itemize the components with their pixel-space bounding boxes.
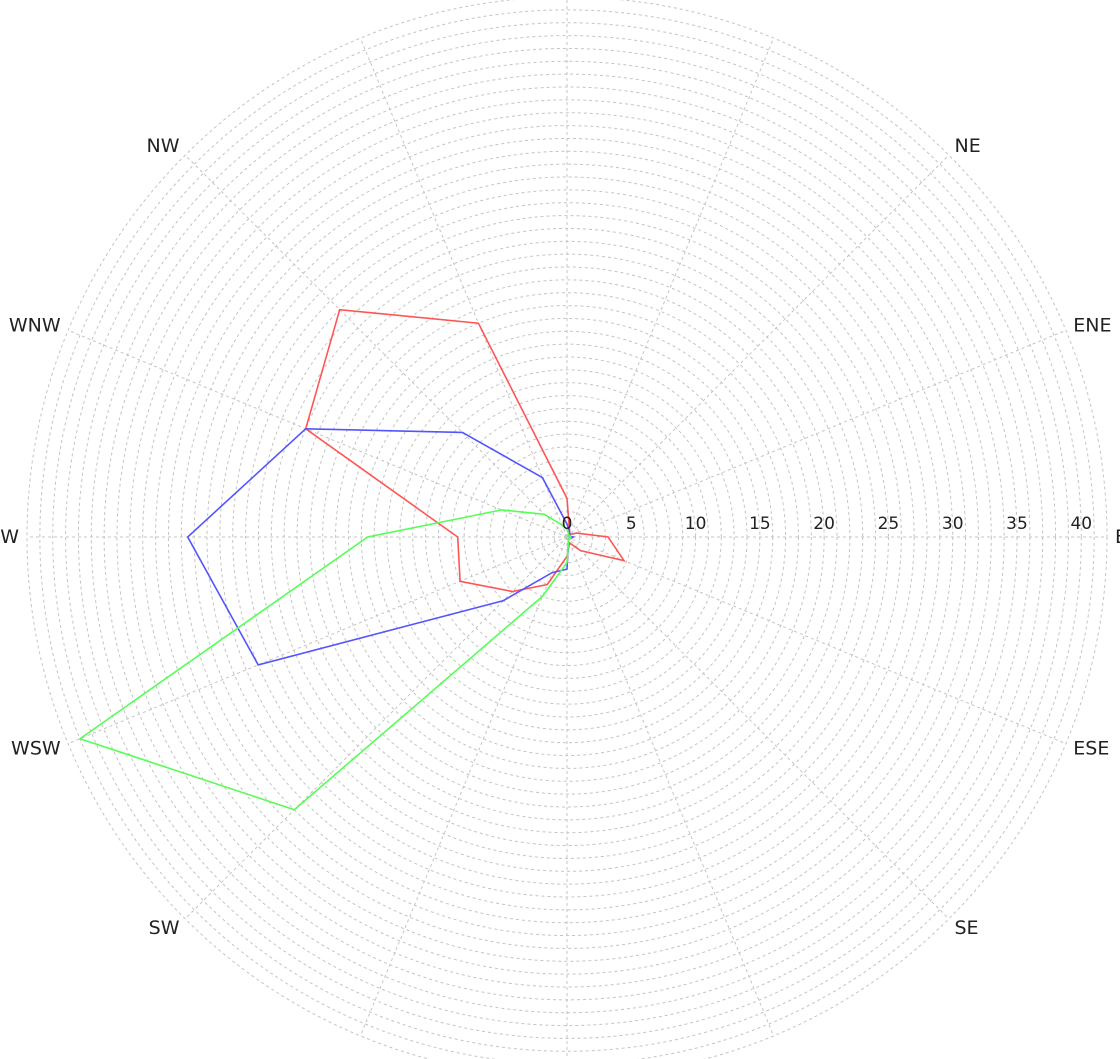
radial-tick-label: 40 [1070, 514, 1092, 534]
spoke-nne [566, 37, 775, 538]
direction-label-ene: ENE [1073, 314, 1111, 336]
spoke-ese [566, 536, 1067, 745]
grid-ring [425, 395, 709, 679]
radial-tick-labels: 0 5 10 15 20 25 30 35 40 [562, 514, 1093, 534]
grid-ring [489, 459, 645, 615]
grid-ring [142, 112, 992, 962]
direction-label-ne: NE [955, 135, 981, 157]
direction-label-wsw: WSW [11, 738, 61, 760]
radial-tick-label: 10 [685, 514, 707, 534]
series-group [78, 308, 626, 811]
direction-label-e: E [1115, 526, 1120, 548]
spoke-se [566, 536, 950, 920]
grid-ring [232, 202, 902, 872]
direction-label-nw: NW [147, 135, 180, 157]
direction-label-se: SE [955, 917, 979, 939]
grid-ring [65, 35, 1069, 1039]
spoke-ene [566, 329, 1067, 538]
series-1-line [304, 308, 626, 593]
radial-tick-label: 25 [878, 514, 900, 534]
radial-tick-label: 5 [626, 514, 637, 534]
grid-ring [502, 472, 632, 602]
direction-label-w: W [0, 526, 19, 548]
grid-ring [335, 305, 799, 769]
radial-tick-label: 15 [749, 514, 771, 534]
grid-ring [52, 22, 1082, 1052]
spoke-sw [184, 536, 568, 920]
direction-label-wnw: WNW [9, 314, 61, 336]
spoke-nw [184, 154, 568, 538]
radial-tick-label: 30 [942, 514, 964, 534]
grid-ring [309, 279, 825, 795]
grid-ring [26, 0, 1108, 1059]
grid-ring [412, 382, 722, 692]
grid-ring [39, 9, 1095, 1059]
grid-ring [219, 189, 915, 885]
spoke-ne [566, 154, 950, 538]
series-3-line [78, 509, 572, 811]
grid-ring [129, 99, 1005, 975]
grid-ring [322, 292, 812, 782]
direction-label-ese: ESE [1073, 738, 1109, 760]
grid-ring [245, 215, 889, 859]
grid-ring [399, 369, 735, 705]
radial-tick-label: 35 [1006, 514, 1028, 534]
grid-ring [515, 485, 619, 589]
radial-tick-label: 0 [562, 514, 573, 534]
grid-ring [155, 125, 979, 949]
direction-label-sw: SW [149, 917, 180, 939]
radial-tick-label: 20 [813, 514, 835, 534]
spoke-wnw [67, 329, 568, 538]
spoke-sse [566, 536, 775, 1037]
